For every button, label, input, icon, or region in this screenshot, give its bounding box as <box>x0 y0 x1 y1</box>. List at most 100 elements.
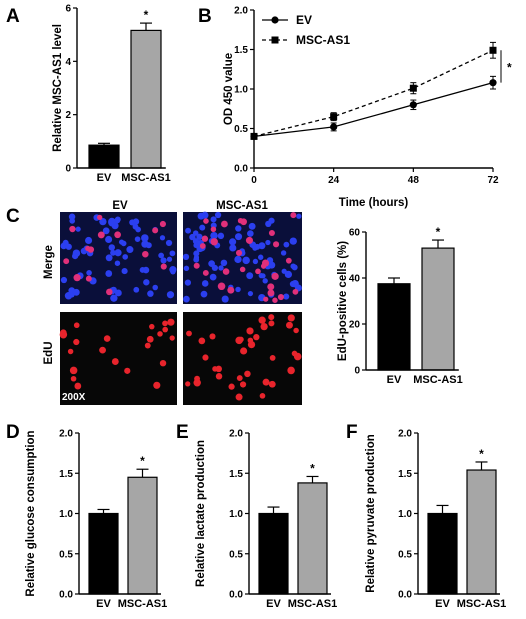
chart-e-x-tick-label: MSC-AS1 <box>288 598 338 610</box>
edu-positive-nucleus <box>286 321 293 329</box>
edu-positive-nucleus <box>203 218 209 224</box>
edu-positive-nucleus <box>193 262 200 269</box>
nucleus <box>189 233 196 241</box>
edu-positive-nucleus <box>285 257 292 264</box>
edu-positive-nucleus <box>255 268 261 275</box>
edu-positive-nucleus <box>69 225 76 233</box>
edu-positive-nucleus <box>210 226 217 233</box>
chart-e-y-tick-label: 1.0 <box>229 509 243 520</box>
chart-b-y-tick-label: 1.0 <box>234 85 248 96</box>
chart-d-y-tick-label: 0.5 <box>59 549 73 560</box>
chart-b-legend-label: EV <box>296 13 312 27</box>
edu-positive-nucleus <box>277 293 285 301</box>
edu-positive-nucleus <box>268 314 275 321</box>
nucleus <box>199 224 206 231</box>
edu-positive-nucleus <box>260 263 267 269</box>
edu-positive-nucleus <box>160 263 167 270</box>
edu-positive-nucleus <box>85 245 91 252</box>
chart-f-bar-ev <box>427 512 458 595</box>
chart-d-y-axis-label: Relative glucose consumption <box>25 430 37 596</box>
edu-positive-nucleus <box>99 346 106 354</box>
nucleus <box>265 239 271 246</box>
nucleus <box>268 217 275 224</box>
chart-a-y-axis-label: Relative MSC-AS1 level <box>52 24 64 152</box>
nucleus <box>210 216 217 223</box>
edu-positive-nucleus <box>201 235 209 242</box>
edu-positive-nucleus <box>220 220 228 228</box>
edu-positive-nucleus <box>149 323 155 330</box>
panel-label-b: B <box>198 6 212 27</box>
edu-positive-nucleus <box>272 297 278 303</box>
nucleus <box>105 235 113 243</box>
edu-positive-nucleus <box>228 383 235 390</box>
chart-b-series-line-ev <box>253 82 494 138</box>
micrograph-row-label-edu: EdU <box>43 342 55 365</box>
edu-positive-nucleus <box>271 272 279 280</box>
edu-positive-nucleus <box>259 393 266 399</box>
chart-a-x-tick-label: EV <box>97 172 112 184</box>
edu-positive-nucleus <box>114 231 121 239</box>
edu-positive-nucleus <box>269 355 276 361</box>
chart-b-point-msc-as1 <box>489 46 497 54</box>
nucleus <box>114 260 121 266</box>
nucleus <box>246 272 254 280</box>
edu-positive-nucleus <box>238 336 244 342</box>
chart-b-y-tick-label: 1.5 <box>234 45 248 56</box>
nucleus <box>220 259 228 267</box>
nucleus <box>252 258 259 265</box>
edu-positive-nucleus <box>157 331 163 337</box>
edu-positive-nucleus <box>262 378 270 386</box>
edu-positive-nucleus <box>246 327 254 335</box>
edu-positive-nucleus <box>217 282 226 291</box>
panel-label-d: D <box>6 422 20 443</box>
nucleus <box>102 227 110 235</box>
nucleus <box>235 286 241 293</box>
nucleus <box>129 219 136 226</box>
nucleus <box>183 295 190 303</box>
nucleus <box>99 217 107 226</box>
edu-positive-nucleus <box>267 289 275 297</box>
nucleus <box>114 289 122 297</box>
nucleus <box>193 254 200 261</box>
panel-label-a: A <box>6 6 20 27</box>
nucleus <box>209 273 217 281</box>
nucleus <box>75 226 81 232</box>
nucleus <box>283 241 290 248</box>
edu-positive-nucleus <box>268 380 276 388</box>
micrograph-col-label-msc: MSC-AS1 <box>216 200 268 212</box>
chart-e-y-axis-label: Relative lactate production <box>195 440 207 587</box>
edu-positive-nucleus <box>111 358 119 366</box>
chart-d-bar-ev <box>88 512 119 595</box>
nucleus <box>218 265 224 271</box>
edu-positive-nucleus <box>227 286 235 294</box>
chart-c-y-tick-label: 60 <box>349 228 361 239</box>
edu-positive-nucleus <box>74 382 82 390</box>
edu-positive-nucleus <box>293 327 299 334</box>
nucleus <box>229 238 237 246</box>
nucleus <box>69 218 76 224</box>
chart-d-y-tick-label: 1.5 <box>59 469 73 480</box>
edu-positive-nucleus <box>253 334 260 341</box>
chart-f-y-tick-label: 0.5 <box>398 549 412 560</box>
nucleus <box>133 286 140 293</box>
chart-d-significance-marker: * <box>140 454 145 468</box>
chart-d-x-tick-label: EV <box>96 598 111 610</box>
chart-b-legend-marker-msc-as1 <box>271 36 279 44</box>
chart-b-x-tick-label: 0 <box>251 175 257 186</box>
edu-positive-nucleus <box>186 330 192 337</box>
edu-positive-nucleus <box>245 236 254 244</box>
nucleus <box>68 213 76 221</box>
chart-c-significance-marker: * <box>436 225 441 239</box>
nucleus <box>210 231 218 240</box>
nucleus <box>258 242 266 250</box>
edu-positive-nucleus <box>185 381 191 387</box>
nucleus <box>185 227 192 234</box>
edu-positive-nucleus <box>260 322 268 331</box>
nucleus <box>72 253 79 260</box>
chart-f-y-tick-label: 2.0 <box>398 429 412 440</box>
nucleus <box>197 212 205 220</box>
edu-positive-nucleus <box>67 348 74 355</box>
nucleus <box>159 235 166 241</box>
nucleus <box>60 242 68 250</box>
edu-positive-nucleus <box>235 249 243 256</box>
